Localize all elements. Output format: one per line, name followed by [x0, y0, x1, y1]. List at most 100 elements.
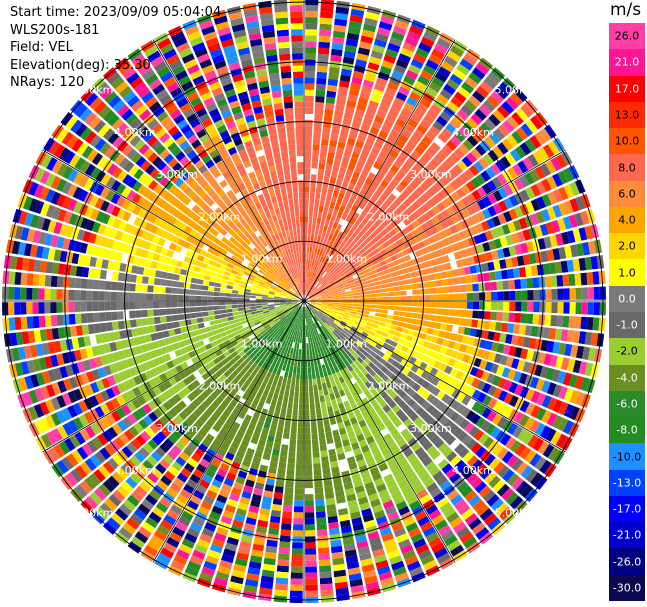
- gate: [92, 279, 100, 290]
- gate: [546, 249, 555, 262]
- gate: [298, 330, 301, 337]
- gate: [574, 375, 584, 390]
- gate: [410, 364, 419, 373]
- gate: [316, 517, 327, 525]
- gate: [289, 308, 295, 313]
- gate: [332, 288, 339, 292]
- gate: [400, 296, 407, 301]
- gate: [541, 209, 551, 222]
- gate: [147, 389, 157, 399]
- gate: [365, 373, 373, 381]
- gate: [142, 199, 152, 210]
- gate: [318, 352, 323, 360]
- gate: [321, 382, 328, 390]
- gate: [546, 340, 555, 353]
- gate: [194, 232, 203, 241]
- gate: [182, 386, 191, 396]
- gate: [38, 288, 45, 300]
- gate: [254, 425, 263, 433]
- gate: [314, 366, 319, 373]
- gate: [133, 216, 143, 227]
- gate: [343, 387, 351, 395]
- gate: [384, 273, 392, 279]
- gate: [534, 225, 543, 238]
- gate: [347, 364, 354, 372]
- gate: [351, 345, 358, 352]
- gate: [97, 247, 106, 258]
- gate: [153, 316, 161, 324]
- gate: [432, 169, 443, 180]
- gate: [219, 391, 228, 400]
- gate: [254, 276, 261, 282]
- gate: [278, 363, 284, 370]
- gate: [353, 252, 361, 259]
- gate: [439, 502, 453, 514]
- gate: [381, 331, 389, 338]
- gate: [328, 361, 334, 369]
- gate: [9, 256, 18, 270]
- gate: [366, 487, 377, 496]
- gate: [169, 226, 179, 235]
- gate: [79, 160, 91, 174]
- gate: [188, 243, 197, 252]
- gate: [317, 268, 322, 275]
- gate: [181, 538, 195, 549]
- gate: [211, 505, 223, 515]
- gate: [286, 469, 295, 476]
- gate: [522, 229, 532, 241]
- gate: [15, 331, 24, 346]
- gate: [380, 283, 388, 289]
- gate: [67, 405, 78, 418]
- gate: [294, 488, 304, 495]
- gate: [338, 288, 345, 292]
- gate: [461, 196, 471, 207]
- gate: [160, 547, 174, 559]
- gate: [450, 45, 465, 58]
- gate: [304, 234, 308, 241]
- gate: [452, 164, 463, 175]
- gate: [331, 353, 337, 361]
- gate: [476, 186, 487, 198]
- gate: [408, 527, 421, 538]
- gate: [62, 289, 69, 300]
- gate: [297, 355, 301, 362]
- gate: [545, 367, 555, 381]
- gate: [508, 312, 516, 323]
- gate: [536, 392, 547, 406]
- gate: [552, 341, 561, 354]
- gate: [111, 385, 121, 397]
- gate: [305, 554, 317, 561]
- gate: [382, 241, 390, 248]
- gate: [100, 236, 109, 247]
- gate: [378, 442, 388, 452]
- gate: [313, 315, 319, 322]
- gate: [147, 203, 157, 213]
- gate: [226, 333, 234, 340]
- gate: [110, 397, 121, 409]
- gate: [292, 302, 299, 304]
- gate: [309, 247, 313, 254]
- gate: [239, 540, 252, 549]
- gate: [26, 273, 34, 286]
- gate: [304, 288, 306, 295]
- gate: [221, 317, 229, 323]
- gate: [305, 542, 316, 549]
- gate: [306, 312, 309, 319]
- gate: [312, 309, 317, 315]
- gate: [361, 397, 370, 406]
- gate: [492, 443, 504, 456]
- gate: [120, 232, 129, 243]
- gate: [296, 324, 299, 331]
- gate: [87, 324, 96, 335]
- gate: [489, 271, 497, 281]
- gate: [332, 222, 339, 230]
- gate: [361, 316, 369, 322]
- gate: [47, 369, 57, 382]
- gate: [355, 140, 364, 149]
- gate: [239, 316, 247, 322]
- gate: [498, 403, 508, 415]
- gate: [370, 297, 377, 301]
- gate: [457, 503, 471, 516]
- gate: [187, 373, 197, 383]
- gate: [340, 296, 347, 299]
